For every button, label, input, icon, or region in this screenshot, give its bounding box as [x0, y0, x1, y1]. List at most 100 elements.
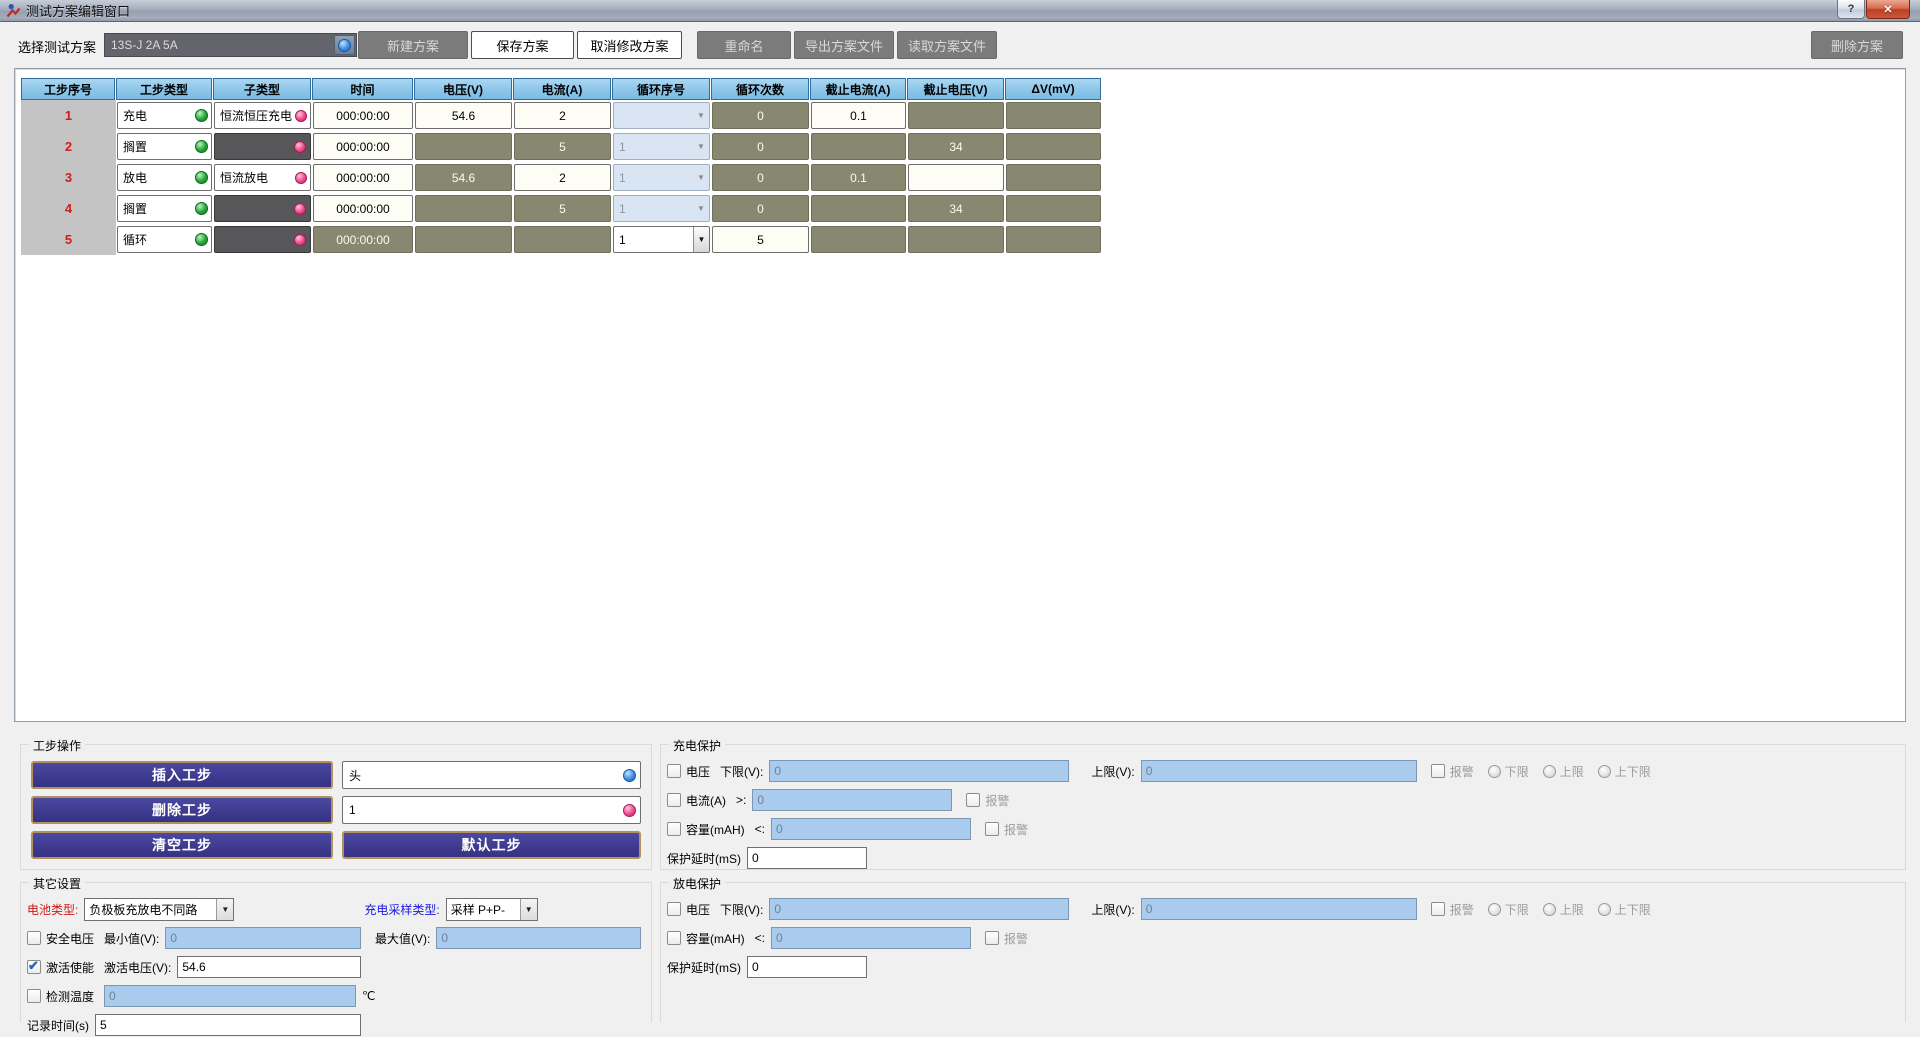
discharge-voltage-checkbox[interactable]	[667, 902, 681, 916]
sample-type-select[interactable]: 采样 P+P- ▼	[445, 897, 538, 921]
cancel-modify-button[interactable]: 取消修改方案	[577, 31, 682, 59]
cell-time[interactable]: 000:00:00	[313, 164, 413, 191]
insert-step-button[interactable]: 插入工步	[31, 761, 333, 789]
step-type-dropdown-ball-icon[interactable]	[195, 202, 208, 215]
discharge-voltage-alarm-checkbox[interactable]	[1430, 902, 1445, 916]
discharge-radio-label-low-limit: 下限	[1504, 902, 1529, 917]
cell-value: 000:00:00	[336, 201, 390, 216]
plan-select-dropdown-button[interactable]	[334, 35, 355, 55]
cell-voltage[interactable]: 54.6	[415, 102, 512, 129]
safe-voltage-checkbox[interactable]	[27, 931, 41, 945]
new-plan-button[interactable]: 新建方案	[358, 31, 468, 59]
max-voltage-input[interactable]	[436, 927, 641, 949]
cell-cycle-count[interactable]: 5	[712, 226, 809, 253]
chevron-down-icon[interactable]: ▼	[216, 898, 234, 920]
cell-sub-type[interactable]	[214, 226, 311, 253]
charge-current-input[interactable]	[752, 789, 953, 811]
subtype-ball-icon[interactable]	[295, 109, 307, 122]
cell-sub-type[interactable]: 恒流恒压充电	[214, 102, 311, 129]
subtype-ball-icon[interactable]	[295, 171, 307, 184]
charge-radio-both-limits[interactable]	[1597, 764, 1611, 778]
charge-voltage-alarm-checkbox[interactable]	[1430, 764, 1445, 778]
charge-protection-title: 充电保护	[669, 737, 726, 754]
charge-voltage-checkbox[interactable]	[667, 764, 681, 778]
discharge-voltage-radio-group: 下限 上限 上下限	[1474, 901, 1651, 918]
activate-enable-label: 激活使能	[46, 960, 95, 975]
temperature-input[interactable]	[104, 985, 357, 1007]
chevron-down-icon[interactable]: ▼	[693, 227, 709, 252]
charge-capacity-input[interactable]	[771, 818, 972, 840]
discharge-low-limit-input[interactable]	[769, 898, 1070, 920]
cell-cutoff-voltage[interactable]	[908, 164, 1004, 191]
step-type-dropdown-ball-icon[interactable]	[195, 109, 208, 122]
cell-voltage: 54.6	[415, 164, 512, 191]
cell-value: 0	[757, 139, 764, 154]
discharge-radio-both-limits[interactable]	[1597, 902, 1611, 916]
battery-type-select[interactable]: 负极板充放电不同路 ▼	[84, 897, 235, 921]
export-plan-button[interactable]: 导出方案文件	[794, 31, 894, 59]
cell-sub-type[interactable]	[214, 133, 311, 160]
default-steps-button[interactable]: 默认工步	[342, 831, 641, 859]
discharge-capacity-label: 容量(mAH)	[686, 931, 745, 946]
cell-sub-type[interactable]: 恒流放电	[214, 164, 311, 191]
charge-delay-input[interactable]	[747, 847, 867, 869]
sample-type-value: 采样 P+P-	[450, 902, 506, 917]
plan-select-combobox[interactable]: 13S-J 2A 5A	[104, 33, 357, 57]
cell-cycle-seq: 1 ▼	[613, 133, 710, 160]
insert-position-value: 头	[348, 768, 361, 783]
record-time-input[interactable]	[95, 1014, 361, 1036]
cell-time[interactable]: 000:00:00	[313, 102, 413, 129]
discharge-capacity-alarm-checkbox[interactable]	[985, 931, 1000, 945]
cell-step-type[interactable]: 循环	[117, 226, 212, 253]
close-button[interactable]: ✕	[1866, 0, 1910, 19]
cell-step-type[interactable]: 搁置	[117, 195, 212, 222]
delete-step-button[interactable]: 删除工步	[31, 796, 333, 824]
charge-current-checkbox[interactable]	[667, 793, 681, 807]
cell-cutoff-current[interactable]: 0.1	[811, 102, 906, 129]
cell-current	[514, 226, 611, 253]
charge-radio-high-limit[interactable]	[1542, 764, 1556, 778]
discharge-capacity-checkbox[interactable]	[667, 931, 681, 945]
discharge-protection-group: 放电保护 电压 下限(V): 上限(V): 报警 下限 上限 上下限 容量(mAH)…	[660, 875, 1906, 1022]
cell-step-type[interactable]: 放电	[117, 164, 212, 191]
charge-capacity-checkbox[interactable]	[667, 822, 681, 836]
delete-plan-button[interactable]: 删除方案	[1811, 31, 1903, 59]
help-button[interactable]: ?	[1837, 0, 1865, 19]
spinner-ball-icon[interactable]	[623, 768, 636, 782]
charge-radio-low-limit[interactable]	[1487, 764, 1501, 778]
charge-capacity-alarm-checkbox[interactable]	[985, 822, 1000, 836]
discharge-delay-input[interactable]	[747, 956, 867, 978]
chevron-down-icon[interactable]: ▼	[519, 898, 537, 920]
step-type-dropdown-ball-icon[interactable]	[195, 233, 208, 246]
discharge-capacity-input[interactable]	[771, 927, 972, 949]
spinner-ball-icon[interactable]	[623, 803, 636, 817]
charge-high-limit-input[interactable]	[1140, 760, 1417, 782]
cell-step-type[interactable]: 搁置	[117, 133, 212, 160]
charge-low-limit-input[interactable]	[769, 760, 1070, 782]
charge-current-alarm-checkbox[interactable]	[966, 793, 981, 807]
clear-steps-button[interactable]: 清空工步	[31, 831, 333, 859]
read-plan-button[interactable]: 读取方案文件	[897, 31, 997, 59]
delete-step-number-field[interactable]: 1	[341, 796, 641, 824]
min-voltage-input[interactable]	[165, 927, 362, 949]
cell-time[interactable]: 000:00:00	[313, 195, 413, 222]
cell-current[interactable]: 2	[514, 164, 611, 191]
discharge-radio-high-limit[interactable]	[1542, 902, 1556, 916]
detect-temperature-checkbox[interactable]	[27, 989, 41, 1003]
discharge-radio-low-limit[interactable]	[1487, 902, 1501, 916]
step-type-dropdown-ball-icon[interactable]	[195, 171, 208, 184]
activate-voltage-input[interactable]	[177, 956, 362, 978]
cell-current[interactable]: 2	[514, 102, 611, 129]
discharge-high-limit-input[interactable]	[1140, 898, 1417, 920]
step-type-dropdown-ball-icon[interactable]	[195, 140, 208, 153]
cell-cycle-seq[interactable]: 1 ▼	[613, 226, 710, 253]
rename-button[interactable]: 重命名	[697, 31, 791, 59]
cell-sub-type[interactable]	[214, 195, 311, 222]
cell-time[interactable]: 000:00:00	[313, 133, 413, 160]
activate-enable-checkbox[interactable]	[27, 958, 41, 974]
insert-position-combobox[interactable]: 头	[341, 761, 641, 789]
cell-current: 5	[514, 133, 611, 160]
cell-step-type[interactable]: 充电	[117, 102, 212, 129]
discharge-low-limit-label: 下限(V):	[720, 902, 764, 917]
save-plan-button[interactable]: 保存方案	[471, 31, 574, 59]
